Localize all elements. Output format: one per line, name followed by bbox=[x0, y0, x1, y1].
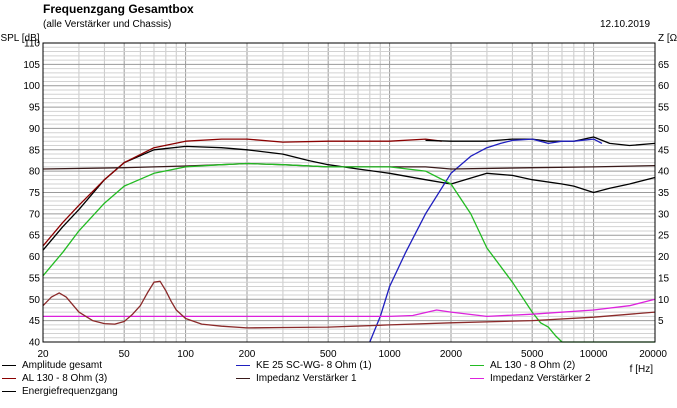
chart-title: Frequenzgang Gesamtbox bbox=[43, 2, 194, 16]
y-left-tick-label: 65 bbox=[29, 231, 41, 242]
y-left-tick-label: 105 bbox=[23, 60, 40, 71]
x-tick-label: 20000 bbox=[639, 349, 667, 360]
x-tick-label: 100 bbox=[177, 349, 194, 360]
y-axis-left-label: SPL [dB] bbox=[0, 33, 39, 44]
y-left-tick-label: 85 bbox=[29, 145, 41, 156]
y-left-tick-label: 40 bbox=[29, 338, 41, 349]
x-tick-label: 50 bbox=[119, 349, 131, 360]
series-lines bbox=[42, 136, 656, 343]
y-axis-right-label: Z [Ω] bbox=[658, 33, 677, 44]
y-left-tick-label: 95 bbox=[29, 103, 41, 114]
y-left-tick-label: 70 bbox=[29, 209, 41, 220]
x-tick-label: 500 bbox=[320, 349, 337, 360]
x-tick-label: 20 bbox=[37, 349, 49, 360]
chart-date: 12.10.2019 bbox=[600, 19, 651, 30]
y-left-tick-label: 75 bbox=[29, 188, 41, 199]
y-left-tick-label: 60 bbox=[29, 252, 41, 263]
y-right-tick-label: 35 bbox=[658, 188, 670, 199]
y-right-tick-label: 65 bbox=[658, 60, 670, 71]
series-line bbox=[369, 138, 603, 343]
x-axis-label: f [Hz] bbox=[630, 364, 654, 375]
y-right-tick-label: 45 bbox=[658, 145, 670, 156]
x-tick-label: 2000 bbox=[440, 349, 463, 360]
y-right-tick-label: 5 bbox=[658, 316, 664, 327]
y-right-tick-label: 15 bbox=[658, 273, 670, 284]
series-line bbox=[42, 162, 655, 343]
y-left-tick-label: 50 bbox=[29, 295, 41, 306]
y-right-tick-label: 55 bbox=[658, 103, 670, 114]
y-right-tick-label: 50 bbox=[658, 124, 670, 135]
series-line bbox=[42, 138, 442, 247]
y-right-tick-label: 30 bbox=[658, 209, 670, 220]
series-line bbox=[42, 280, 656, 329]
series-line bbox=[42, 145, 656, 251]
y-right-tick-label: 25 bbox=[658, 231, 670, 242]
plot-frame bbox=[42, 42, 656, 343]
y-left-tick-label: 45 bbox=[29, 316, 41, 327]
y-right-tick-label: 40 bbox=[658, 167, 670, 178]
series-line bbox=[43, 298, 656, 318]
x-tick-label: 1000 bbox=[378, 349, 401, 360]
series-line bbox=[425, 136, 656, 147]
y-left-tick-label: 100 bbox=[23, 81, 40, 92]
y-left-tick-label: 80 bbox=[29, 167, 41, 178]
y-right-tick-label: 60 bbox=[658, 81, 670, 92]
axes: 40 45 50 55 60 65 70 75 80 85 90 95 100 105 110 5 10 15 20… bbox=[23, 39, 669, 361]
y-left-tick-label: 90 bbox=[29, 124, 41, 135]
y-left-tick-label: 110 bbox=[24, 39, 40, 50]
grid bbox=[42, 43, 656, 342]
chart-subtitle: (alle Verstärker und Chassis) bbox=[43, 19, 172, 30]
y-right-tick-label: 20 bbox=[658, 252, 670, 263]
x-tick-label: 10000 bbox=[580, 349, 608, 360]
y-right-tick-label: 10 bbox=[658, 295, 670, 306]
x-tick-label: 5000 bbox=[521, 349, 544, 360]
y-left-tick-label: 55 bbox=[29, 273, 41, 284]
x-tick-label: 200 bbox=[239, 349, 256, 360]
